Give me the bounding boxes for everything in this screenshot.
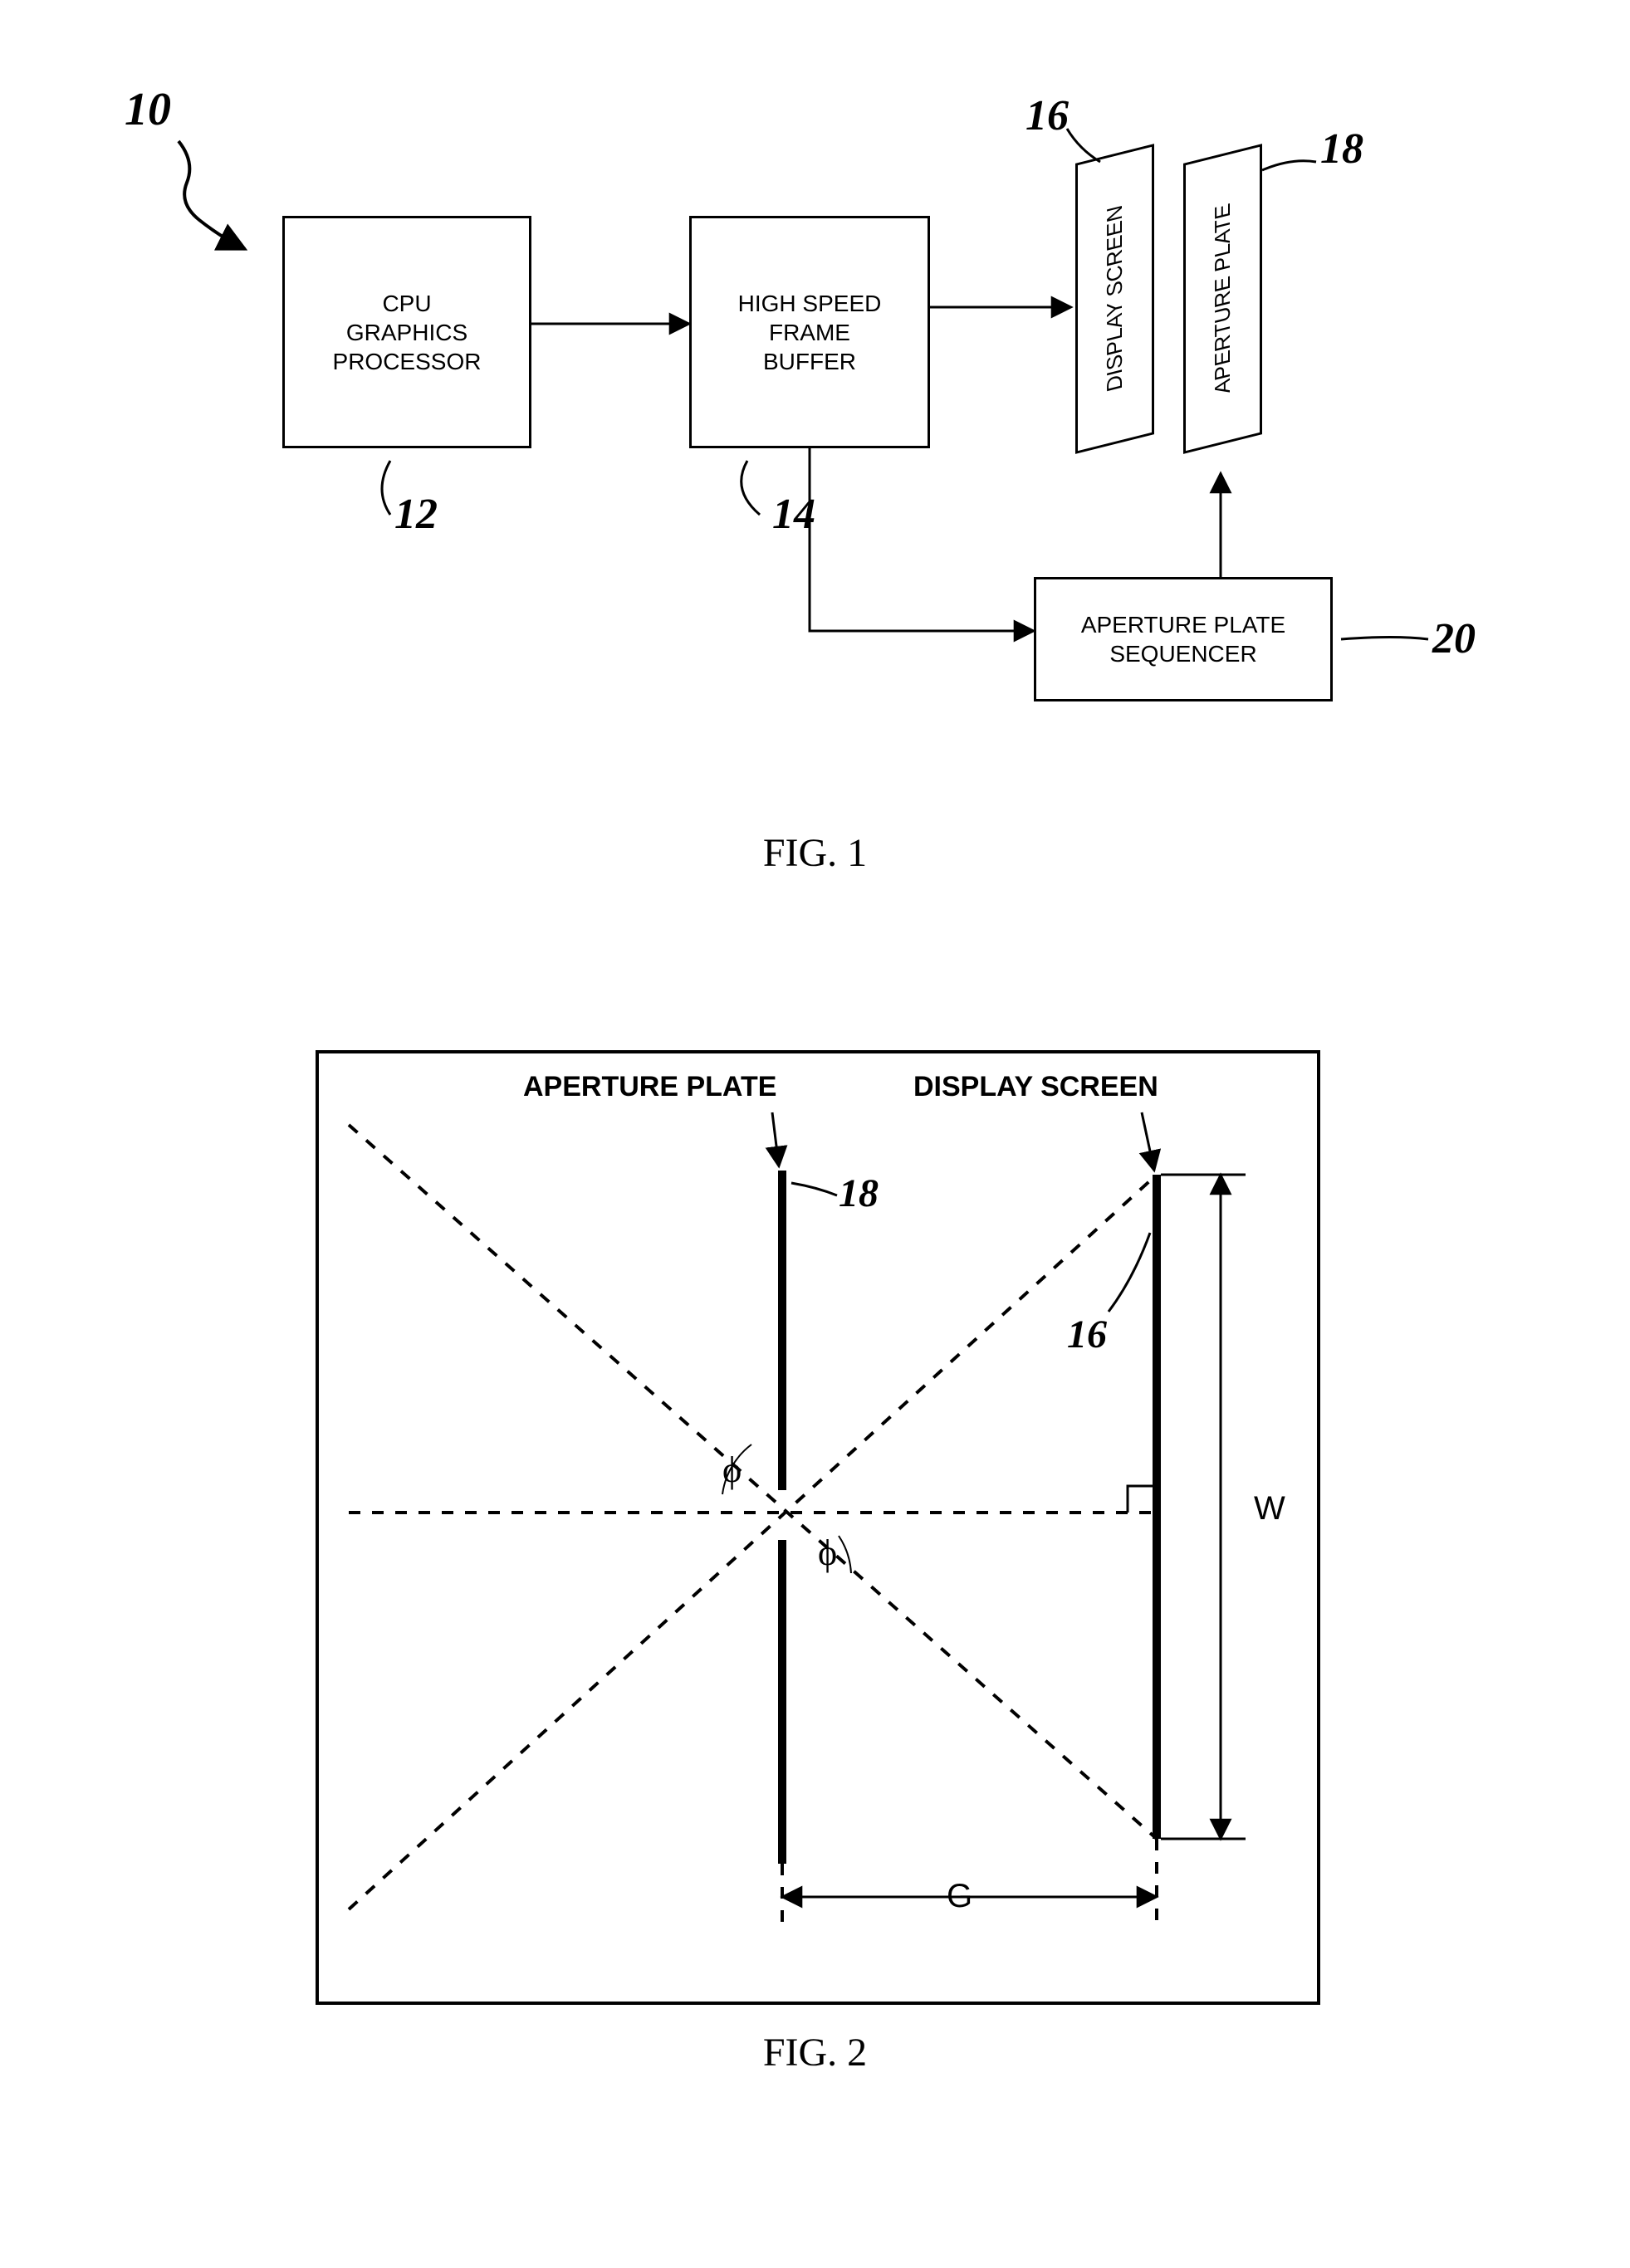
phi-bottom: ϕ [818,1532,837,1574]
aperture-plate-label: APERTURE PLATE [1210,201,1236,398]
ref-14: 14 [772,490,815,539]
display-screen-label: DISPLAY SCREEN [1102,203,1128,395]
fig2-frame [316,1050,1320,2005]
g-label: G [947,1878,972,1915]
display-screen-plate: DISPLAY SCREEN [1075,144,1154,454]
ref-18-fig2: 18 [839,1171,879,1216]
ref-18-fig1: 18 [1320,125,1363,174]
ref-12: 12 [394,490,438,539]
phi-top: ϕ [722,1449,742,1491]
fig2-aperture-plate-label: APERTURE PLATE [523,1071,776,1103]
ref-16-fig1: 16 [1025,91,1069,140]
fig2-display-screen-label: DISPLAY SCREEN [913,1071,1158,1103]
aperture-plate-sequencer-box: APERTURE PLATE SEQUENCER [1034,577,1333,701]
ref-16-fig2: 16 [1067,1312,1107,1357]
fig2-caption: FIG. 2 [0,2030,1630,2075]
aperture-plate-plate: APERTURE PLATE [1183,144,1262,454]
fig1-caption: FIG. 1 [0,830,1630,876]
w-label: W [1254,1490,1285,1527]
high-speed-frame-buffer-box: HIGH SPEED FRAME BUFFER [689,216,930,448]
page: 10 CPU GRAPHICS PROCESSOR HIGH SPEED FRA… [0,0,1630,2268]
ref-10: 10 [125,83,171,136]
cpu-graphics-processor-box: CPU GRAPHICS PROCESSOR [282,216,531,448]
ref-20: 20 [1432,614,1476,663]
